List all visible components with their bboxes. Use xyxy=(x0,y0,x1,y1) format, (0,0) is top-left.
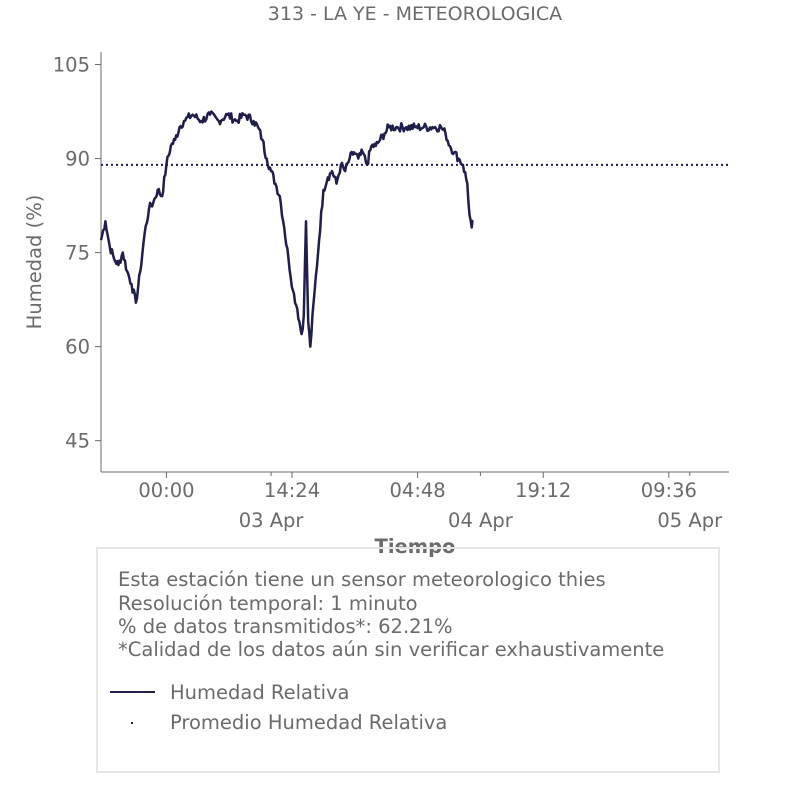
x-date-label: 04 Apr xyxy=(448,509,514,532)
info-resolution-line: Resolución temporal: 1 minuto xyxy=(118,592,418,615)
info-box: Esta estación tiene un sensor meteorolog… xyxy=(96,547,720,773)
legend-label: Promedio Humedad Relativa xyxy=(170,711,448,734)
legend-line-swatch xyxy=(110,691,155,693)
x-axis-label: Tiempo xyxy=(375,535,456,558)
x-ticks: 00:00 14:24 04:48 19:12 09:36 03 Apr 04 Apr 05 … xyxy=(138,472,723,532)
info-transmitted-line: % de datos transmitidos*: 62.21% xyxy=(118,615,453,638)
chart-title: 313 - LA YE - METEOROLOGICA xyxy=(267,3,563,25)
info-sensor-line: Esta estación tiene un sensor meteorolog… xyxy=(118,568,606,591)
info-quality-note: *Calidad de los datos aún sin verificar … xyxy=(118,638,665,661)
legend-dot-swatch xyxy=(131,722,133,724)
x-major-tick-label: 14:24 xyxy=(264,479,320,502)
x-major-tick-label: 09:36 xyxy=(641,479,697,502)
y-tick-label: 75 xyxy=(65,242,90,265)
y-axis-label: Humedad (%) xyxy=(23,195,46,330)
y-tick-label: 90 xyxy=(65,148,90,171)
chart-axes xyxy=(100,52,729,473)
chart-series xyxy=(99,110,729,348)
series-humedad-relativa xyxy=(99,110,474,348)
legend-label: Humedad Relativa xyxy=(170,681,350,704)
y-tick-label: 60 xyxy=(65,336,90,359)
x-major-tick-label: 04:48 xyxy=(390,479,446,502)
y-tick-label: 45 xyxy=(65,430,90,453)
x-major-tick-label: 19:12 xyxy=(515,479,571,502)
x-major-tick-label: 00:00 xyxy=(138,479,194,502)
y-ticks: 45 60 75 90 105 xyxy=(53,54,101,453)
y-tick-label: 105 xyxy=(53,54,90,77)
x-date-label: 03 Apr xyxy=(239,509,305,532)
x-date-label: 05 Apr xyxy=(657,509,723,532)
